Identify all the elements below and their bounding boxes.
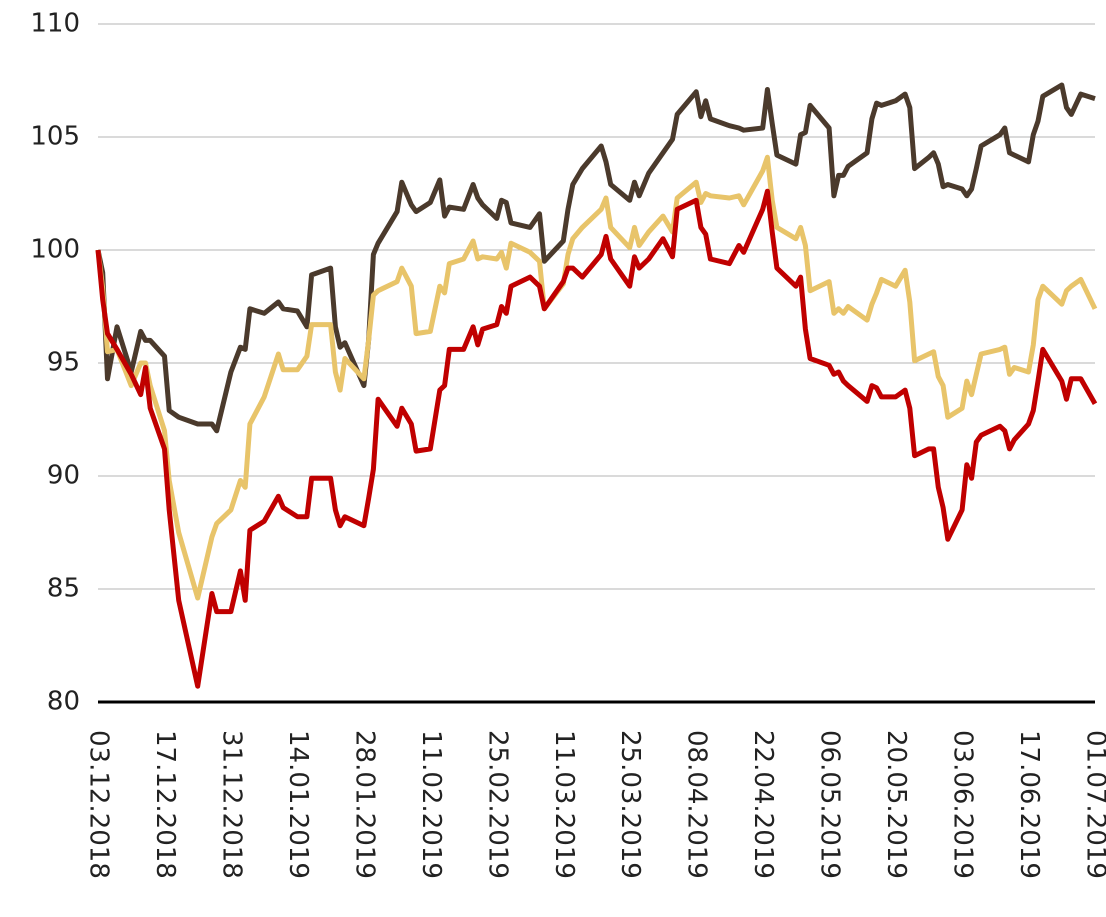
y-tick-label: 85 [47,574,80,604]
x-tick-label: 03.12.2018 [84,730,114,879]
x-tick-label: 17.12.2018 [150,730,180,879]
x-tick-label: 06.05.2019 [815,730,845,879]
y-tick-label: 80 [47,687,80,717]
x-tick-label: 22.04.2019 [748,730,778,879]
x-tick-label: 11.02.2019 [416,730,446,879]
x-tick-label: 11.03.2019 [549,730,579,879]
x-tick-label: 20.05.2019 [881,730,911,879]
y-tick-label: 110 [30,9,80,39]
y-tick-label: 105 [30,122,80,152]
x-tick-label: 14.01.2019 [283,730,313,879]
y-tick-label: 95 [47,348,80,378]
y-tick-label: 100 [30,235,80,265]
x-tick-label: 03.06.2019 [948,730,978,879]
x-tick-label: 28.01.2019 [349,730,379,879]
x-tick-label: 08.04.2019 [682,730,712,879]
x-tick-label: 17.06.2019 [1014,730,1044,879]
x-tick-label: 25.02.2019 [482,730,512,879]
x-tick-label: 25.03.2019 [615,730,645,879]
x-tick-label: 31.12.2018 [216,730,246,879]
y-tick-label: 90 [47,461,80,491]
x-tick-label: 01.07.2019 [1081,730,1106,879]
